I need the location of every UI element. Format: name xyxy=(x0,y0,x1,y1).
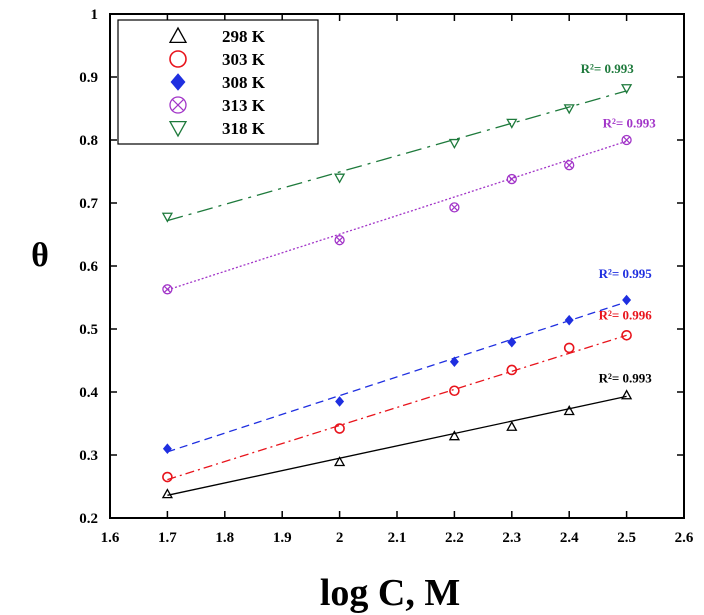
legend-marker xyxy=(168,120,188,138)
y-tick-label: 0.9 xyxy=(79,70,98,86)
r2-label: R²= 0.993 xyxy=(599,370,653,385)
x-tick-label: 2.5 xyxy=(617,530,636,546)
x-tick-label: 2.4 xyxy=(560,530,579,546)
data-point xyxy=(448,138,461,149)
fit-line-2 xyxy=(167,301,627,453)
data-point xyxy=(449,202,460,213)
data-point xyxy=(335,396,345,407)
y-tick-label: 0.3 xyxy=(79,448,98,464)
circle-x-stroke xyxy=(565,161,573,169)
y-tick-label: 0.8 xyxy=(79,133,98,149)
data-point xyxy=(507,336,517,348)
x-tick-label: 1.9 xyxy=(273,530,292,546)
circle-x-ring xyxy=(162,284,173,295)
data-point xyxy=(449,385,460,397)
data-point xyxy=(622,294,632,306)
data-point xyxy=(621,329,632,341)
circle-x-ring xyxy=(449,202,460,213)
data-point xyxy=(620,389,633,400)
data-point xyxy=(161,488,174,499)
y-tick-label: 0.4 xyxy=(79,385,98,401)
data-point xyxy=(506,173,517,185)
data-point xyxy=(563,405,575,416)
data-point xyxy=(564,160,575,171)
legend-box xyxy=(117,19,319,145)
legend-label: 298 K xyxy=(222,27,266,46)
y-axis-title: θ xyxy=(31,237,49,274)
circle-x-stroke xyxy=(623,136,631,144)
y-tick-label: 0.6 xyxy=(79,259,98,275)
circle-x-stroke xyxy=(336,236,344,244)
x-tick-label: 2.1 xyxy=(388,530,407,546)
data-point xyxy=(563,342,575,354)
x-tick-label: 1.6 xyxy=(101,530,120,546)
r2-label: R²= 0.993 xyxy=(603,115,657,130)
data-point xyxy=(506,118,518,129)
circle-x-ring xyxy=(506,173,517,185)
y-tick-label: 1 xyxy=(91,7,99,23)
circle-x-ring xyxy=(169,96,187,114)
r2-label: R²= 0.995 xyxy=(599,266,653,281)
data-point xyxy=(448,430,461,441)
data-point xyxy=(162,443,172,454)
data-point xyxy=(333,173,346,184)
legend-marker xyxy=(168,26,188,44)
legend: 298 K 303 K 308 K 313 K 318 K xyxy=(117,19,319,145)
fit-line-3 xyxy=(167,140,627,291)
fit-line-1 xyxy=(167,334,627,481)
legend-label: 318 K xyxy=(222,119,266,138)
data-point xyxy=(564,314,574,326)
data-point xyxy=(334,235,345,246)
x-axis-title: log C, M xyxy=(320,572,460,614)
data-point xyxy=(334,423,345,434)
legend-label: 313 K xyxy=(222,96,266,115)
y-tick-label: 0.7 xyxy=(79,196,98,212)
legend-label: 308 K xyxy=(222,73,266,92)
y-axis: 0.2 0.3 0.4 0.5 0.6 0.7 0.8 0.9 1 xyxy=(79,7,684,527)
data-point xyxy=(563,104,575,115)
circle-x-stroke xyxy=(450,203,458,211)
legend-label: 303 K xyxy=(222,50,266,69)
r2-label: R²= 0.993 xyxy=(581,61,635,76)
circle-x-stroke xyxy=(163,285,171,293)
data-point xyxy=(506,420,518,431)
legend-marker xyxy=(169,50,187,68)
data-point xyxy=(333,456,346,467)
r2-label: R²= 0.996 xyxy=(599,307,653,322)
legend-marker xyxy=(169,96,187,114)
circle-x-ring xyxy=(621,134,632,146)
x-tick-label: 2.2 xyxy=(445,530,464,546)
data-points xyxy=(161,84,633,499)
y-tick-label: 0.5 xyxy=(79,322,98,338)
legend-marker xyxy=(170,73,186,91)
data-point xyxy=(162,471,173,483)
data-point xyxy=(162,284,173,295)
circle-x-ring xyxy=(334,235,345,246)
x-tick-label: 1.8 xyxy=(215,530,234,546)
fit-lines xyxy=(167,90,627,496)
data-point xyxy=(161,212,174,223)
x-axis: 1.6 1.7 1.8 1.9 2 2.1 2.2 2.3 2.4 2.5 2.6 xyxy=(101,14,694,546)
r2-labels: R²= 0.993 R²= 0.996 R²= 0.995 R²= 0.993 R²= … xyxy=(581,61,657,386)
fit-line-0 xyxy=(167,395,627,496)
data-point xyxy=(506,364,518,376)
data-point xyxy=(449,356,459,368)
circle-x-stroke xyxy=(508,175,516,183)
circle-x-stroke xyxy=(171,98,185,112)
x-tick-label: 2.6 xyxy=(675,530,694,546)
x-tick-label: 2.3 xyxy=(502,530,521,546)
x-tick-label: 1.7 xyxy=(158,530,177,546)
y-tick-label: 0.2 xyxy=(79,511,98,527)
circle-x-ring xyxy=(564,160,575,171)
x-tick-label: 2 xyxy=(336,530,344,546)
data-point xyxy=(620,84,633,95)
data-point xyxy=(621,134,632,146)
